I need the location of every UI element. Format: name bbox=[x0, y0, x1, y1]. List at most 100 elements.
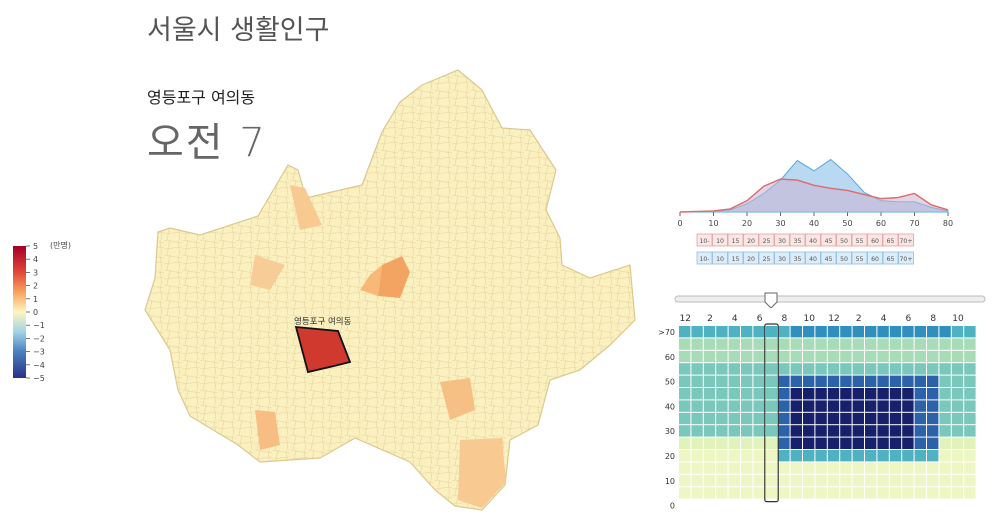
heatmap-cell[interactable] bbox=[840, 375, 852, 387]
heatmap-cell[interactable] bbox=[778, 388, 790, 400]
age-filter-button[interactable] bbox=[820, 251, 837, 265]
heatmap-cell[interactable] bbox=[679, 400, 691, 412]
heatmap-cell[interactable] bbox=[728, 437, 740, 449]
heatmap-cell[interactable] bbox=[951, 450, 964, 462]
heatmap-cell[interactable] bbox=[865, 350, 877, 363]
heatmap-cell[interactable] bbox=[939, 400, 951, 412]
heatmap-cell[interactable] bbox=[765, 425, 778, 437]
heatmap-cell[interactable] bbox=[703, 388, 716, 400]
heatmap-cell[interactable] bbox=[951, 363, 964, 375]
heatmap-cell[interactable] bbox=[716, 350, 728, 363]
heatmap-cell[interactable] bbox=[939, 474, 951, 487]
heatmap-cell[interactable] bbox=[889, 462, 902, 474]
heatmap-cell[interactable] bbox=[778, 326, 790, 338]
heatmap-cell[interactable] bbox=[889, 388, 902, 400]
heatmap-cell[interactable] bbox=[889, 437, 902, 449]
heatmap-cell[interactable] bbox=[827, 363, 840, 375]
heatmap-cell[interactable] bbox=[703, 487, 716, 499]
heatmap-cell[interactable] bbox=[852, 375, 864, 387]
heatmap-cell[interactable] bbox=[703, 375, 716, 387]
heatmap-cell[interactable] bbox=[852, 487, 864, 499]
map-region-yeouido[interactable] bbox=[294, 325, 352, 374]
heatmap-cell[interactable] bbox=[840, 437, 852, 449]
heatmap-cell[interactable] bbox=[765, 474, 778, 487]
heatmap-cell[interactable] bbox=[716, 437, 728, 449]
heatmap-cell[interactable] bbox=[840, 388, 852, 400]
hour-age-heatmap[interactable]: 12 2 4 6 8 10 12 2 4 6 8 10 >70 60 50 40 30 20 10 0 bbox=[655, 308, 1000, 530]
age-filter-button[interactable] bbox=[836, 251, 852, 265]
heatmap-cell[interactable] bbox=[927, 474, 939, 487]
heatmap-cell[interactable] bbox=[803, 474, 815, 487]
map-region-jongno[interactable] bbox=[378, 256, 410, 298]
heatmap-cell[interactable] bbox=[914, 326, 926, 338]
heatmap-cell[interactable] bbox=[914, 375, 926, 387]
heatmap-cell[interactable] bbox=[691, 350, 703, 363]
heatmap-cell[interactable] bbox=[877, 350, 889, 363]
heatmap-cell[interactable] bbox=[691, 388, 703, 400]
heatmap-cell[interactable] bbox=[840, 338, 852, 350]
heatmap-cell[interactable] bbox=[716, 412, 728, 425]
heatmap-cell[interactable] bbox=[716, 388, 728, 400]
heatmap-cell[interactable] bbox=[790, 326, 802, 338]
heatmap-cell[interactable] bbox=[691, 363, 703, 375]
heatmap-cell[interactable] bbox=[691, 462, 703, 474]
heatmap-cell[interactable] bbox=[691, 326, 703, 338]
heatmap-cell[interactable] bbox=[741, 437, 753, 449]
heatmap-cell[interactable] bbox=[803, 487, 815, 499]
heatmap-cell[interactable] bbox=[877, 412, 889, 425]
heatmap-cell[interactable] bbox=[852, 388, 864, 400]
seoul-map[interactable]: 영등포구 여의동 bbox=[110, 60, 650, 530]
heatmap-cell[interactable] bbox=[815, 487, 827, 499]
heatmap-cell[interactable] bbox=[852, 350, 864, 363]
heatmap-cell[interactable] bbox=[840, 326, 852, 338]
heatmap-cell[interactable] bbox=[951, 474, 964, 487]
heatmap-cell[interactable] bbox=[741, 338, 753, 350]
heatmap-cell[interactable] bbox=[778, 400, 790, 412]
heatmap-cell[interactable] bbox=[852, 400, 864, 412]
heatmap-cell[interactable] bbox=[902, 412, 914, 425]
heatmap-cell[interactable] bbox=[877, 363, 889, 375]
map-region-gwanak[interactable] bbox=[255, 410, 280, 450]
heatmap-cell[interactable] bbox=[741, 474, 753, 487]
heatmap-cell[interactable] bbox=[716, 487, 728, 499]
heatmap-cell[interactable] bbox=[951, 437, 964, 449]
age-filter-button[interactable] bbox=[743, 251, 759, 265]
heatmap-cell[interactable] bbox=[852, 338, 864, 350]
heatmap-cell[interactable] bbox=[790, 400, 802, 412]
heatmap-cell[interactable] bbox=[716, 338, 728, 350]
age-filter-button[interactable] bbox=[882, 251, 899, 265]
age-filter-button[interactable] bbox=[867, 251, 883, 265]
heatmap-cell[interactable] bbox=[691, 338, 703, 350]
heatmap-cell[interactable] bbox=[753, 338, 765, 350]
heatmap-cell[interactable] bbox=[703, 412, 716, 425]
heatmap-cell[interactable] bbox=[964, 462, 976, 474]
heatmap-cell[interactable] bbox=[741, 450, 753, 462]
heatmap-cell[interactable] bbox=[939, 388, 951, 400]
heatmap-cell[interactable] bbox=[741, 462, 753, 474]
heatmap-cell[interactable] bbox=[803, 462, 815, 474]
heatmap-cell[interactable] bbox=[827, 437, 840, 449]
heatmap-cell[interactable] bbox=[865, 388, 877, 400]
heatmap-cell[interactable] bbox=[803, 425, 815, 437]
heatmap-cell[interactable] bbox=[951, 400, 964, 412]
heatmap-cell[interactable] bbox=[716, 474, 728, 487]
heatmap-cell[interactable] bbox=[778, 412, 790, 425]
heatmap-cell[interactable] bbox=[827, 487, 840, 499]
heatmap-cell[interactable] bbox=[753, 450, 765, 462]
heatmap-cell[interactable] bbox=[753, 350, 765, 363]
heatmap-cell[interactable] bbox=[852, 425, 864, 437]
heatmap-cell[interactable] bbox=[741, 400, 753, 412]
heatmap-cell[interactable] bbox=[877, 487, 889, 499]
heatmap-cell[interactable] bbox=[790, 388, 802, 400]
heatmap-cell[interactable] bbox=[741, 425, 753, 437]
heatmap-cell[interactable] bbox=[691, 400, 703, 412]
heatmap-cell[interactable] bbox=[703, 474, 716, 487]
heatmap-cell[interactable] bbox=[765, 326, 778, 338]
age-filter-button[interactable] bbox=[851, 251, 868, 265]
heatmap-cell[interactable] bbox=[927, 425, 939, 437]
heatmap-cell[interactable] bbox=[927, 462, 939, 474]
heatmap-cell[interactable] bbox=[753, 326, 765, 338]
heatmap-cell[interactable] bbox=[765, 450, 778, 462]
heatmap-cell[interactable] bbox=[728, 487, 740, 499]
heatmap-cell[interactable] bbox=[815, 450, 827, 462]
